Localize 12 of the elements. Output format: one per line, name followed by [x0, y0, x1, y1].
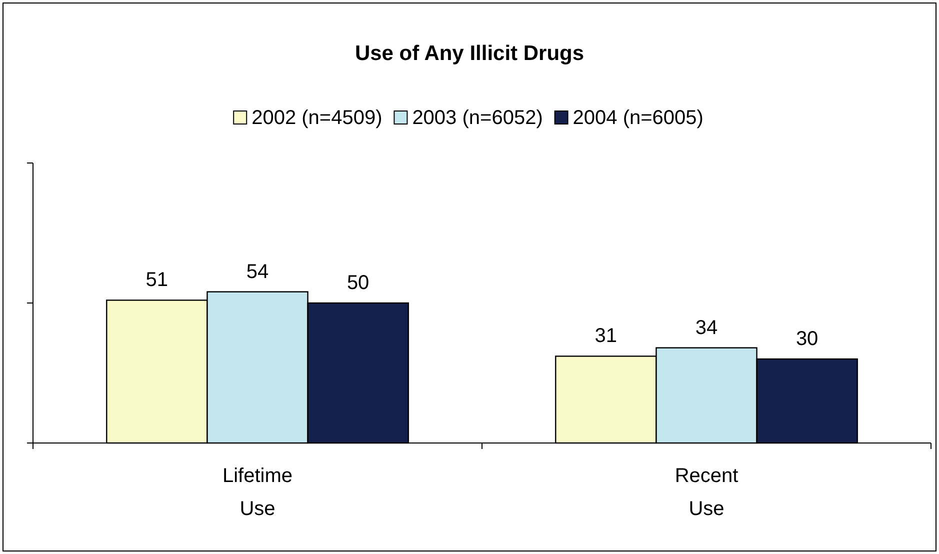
x-tick-label: Recent Use	[674, 465, 739, 520]
data-label: 50	[346, 272, 370, 294]
x-tick-label: Lifetime Use	[222, 465, 293, 520]
data-label: 54	[246, 260, 269, 283]
legend-label: 2003 (n=6052)	[412, 107, 543, 129]
data-label: 34	[695, 316, 718, 339]
legend-label: 2004 (n=6005)	[572, 107, 704, 129]
data-label: 51	[146, 269, 168, 292]
data-label: 31	[594, 325, 618, 348]
chart-title: Use of Any Illicit Drugs	[354, 42, 584, 65]
data-label: 30	[796, 328, 818, 350]
legend-label: 2002 (n=4509)	[252, 107, 382, 129]
